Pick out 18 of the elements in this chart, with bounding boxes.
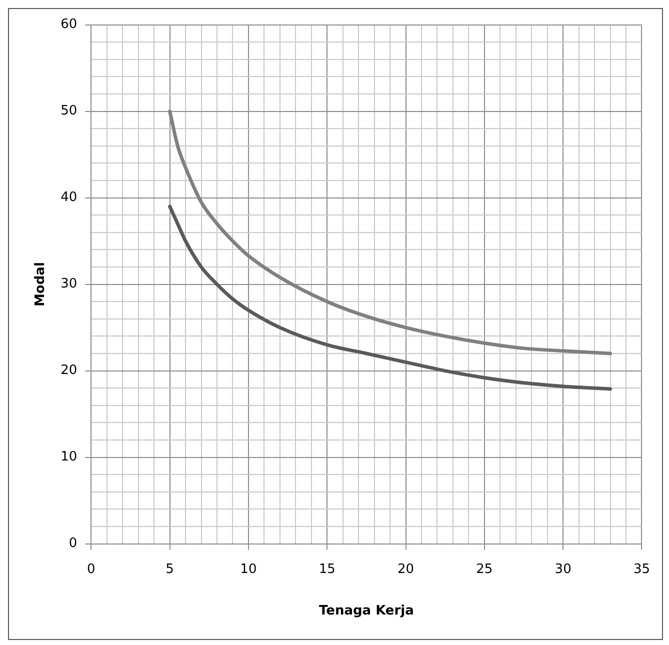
x-tick-label: 35 [633, 562, 650, 577]
x-tick-label: 10 [240, 562, 257, 577]
y-tick-label: 50 [60, 104, 78, 119]
x-tick-label: 25 [476, 562, 493, 577]
y-tick-label: 0 [68, 536, 78, 552]
y-tick-label: 20 [60, 363, 78, 378]
x-axis-title: Tenaga Kerja [318, 604, 414, 619]
y-tick-label: 30 [60, 276, 78, 292]
x-tick-label: 5 [166, 562, 174, 577]
y-axis-title: Modal [33, 262, 48, 307]
y-tick-label: 10 [60, 450, 78, 465]
y-tick-label: 60 [60, 17, 78, 32]
x-tick-label: 0 [87, 562, 96, 577]
y-tick-label: 40 [60, 190, 78, 206]
line-series [168, 204, 612, 391]
x-tick-label: 30 [554, 562, 572, 577]
x-tick-label: 20 [397, 562, 414, 577]
x-tick-label: 15 [318, 562, 336, 577]
